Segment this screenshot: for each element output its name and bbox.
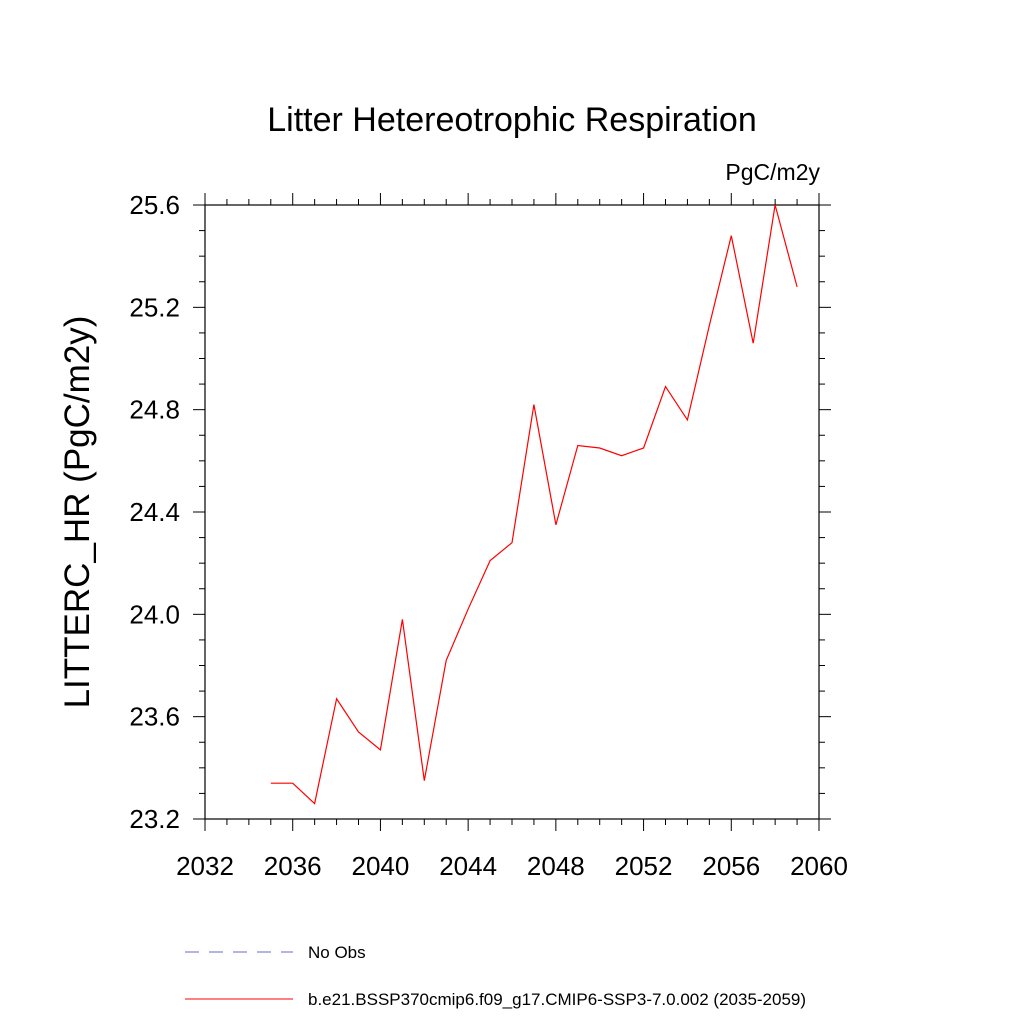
- x-tick-label: 2048: [527, 851, 585, 881]
- y-tick-label: 23.6: [129, 702, 180, 732]
- y-axis-label: LITTERC_HR (PgC/m2y): [58, 316, 97, 709]
- series-layer: [270, 204, 798, 805]
- legend: No Obs b.e21.BSSP370cmip6.f09_g17.CMIP6-S…: [185, 943, 806, 1009]
- y-tick-label: 23.2: [129, 804, 180, 834]
- x-tick-label: 2040: [352, 851, 410, 881]
- plot-frame: [204, 204, 820, 820]
- x-tick-label: 2036: [264, 851, 322, 881]
- x-tick-label: 2052: [615, 851, 673, 881]
- chart-title: Litter Hetereotrophic Respiration: [267, 101, 756, 139]
- x-tick-label: 2056: [702, 851, 760, 881]
- y-tick-label: 25.6: [129, 190, 180, 220]
- y-tick-label: 25.2: [129, 292, 180, 322]
- units-label: PgC/m2y: [725, 159, 820, 185]
- y-tick-label: 24.4: [129, 497, 180, 527]
- series-line: [270, 204, 798, 805]
- axis-ticks: [193, 193, 831, 831]
- x-tick-label: 2032: [176, 851, 234, 881]
- legend-label: b.e21.BSSP370cmip6.f09_g17.CMIP6-SSP3-7.…: [308, 990, 806, 1009]
- axis-tick-labels: 2032 2036 2040 2044 2048 2052 2056 2060 23.2 23.6…: [129, 190, 848, 881]
- y-tick-label: 24.0: [129, 599, 180, 629]
- y-tick-label: 24.8: [129, 395, 180, 425]
- x-tick-label: 2060: [790, 851, 848, 881]
- legend-label: No Obs: [308, 943, 366, 962]
- x-tick-label: 2044: [439, 851, 497, 881]
